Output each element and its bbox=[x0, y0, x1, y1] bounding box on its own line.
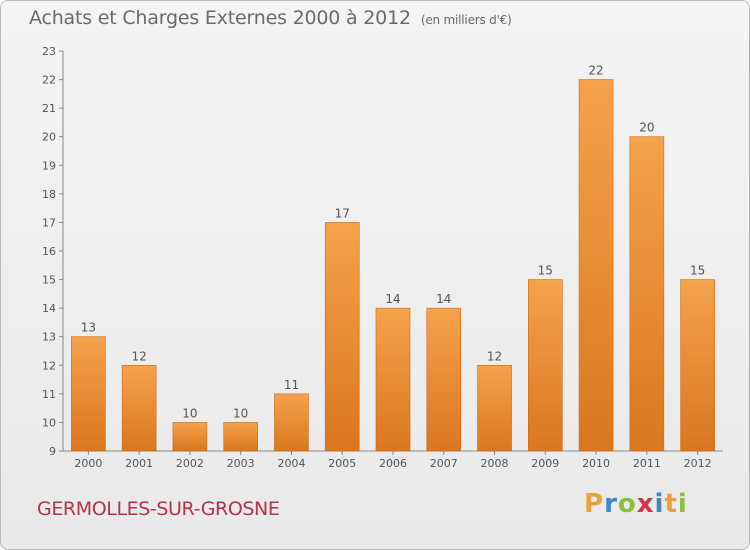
logo-letter: r bbox=[604, 489, 618, 519]
y-tick-label: 22 bbox=[42, 74, 56, 87]
data-label: 10 bbox=[233, 406, 248, 420]
bar-2010 bbox=[578, 79, 614, 452]
chart-title-text: Achats et Charges Externes 2000 à 2012 bbox=[29, 7, 411, 29]
bar-2007 bbox=[426, 307, 462, 452]
data-label: 17 bbox=[335, 206, 350, 220]
bars bbox=[71, 79, 715, 452]
data-label: 11 bbox=[284, 378, 299, 392]
data-label: 22 bbox=[588, 64, 603, 78]
bar-2011 bbox=[629, 136, 665, 452]
y-tick-label: 13 bbox=[42, 331, 56, 344]
y-tick-label: 10 bbox=[42, 416, 56, 429]
y-tick-label: 18 bbox=[42, 188, 56, 201]
y-tick-label: 21 bbox=[42, 102, 56, 115]
logo-letter: x bbox=[636, 489, 655, 519]
bar-2008 bbox=[477, 364, 512, 452]
data-label: 15 bbox=[690, 264, 705, 278]
data-label: 12 bbox=[132, 349, 147, 363]
bar-2006 bbox=[375, 307, 411, 452]
bar-2009 bbox=[528, 279, 563, 452]
data-label: 15 bbox=[538, 264, 553, 278]
x-tick-label: 2003 bbox=[227, 457, 255, 470]
y-tick-label: 19 bbox=[42, 159, 56, 172]
x-tick-label: 2005 bbox=[328, 457, 356, 470]
bar-2004 bbox=[274, 393, 309, 452]
x-tick-label: 2000 bbox=[74, 457, 102, 470]
data-label: 20 bbox=[639, 121, 654, 135]
data-label: 14 bbox=[385, 292, 400, 306]
y-tick-label: 11 bbox=[42, 388, 56, 401]
bar-2005 bbox=[324, 222, 360, 452]
x-tick-label: 2006 bbox=[379, 457, 407, 470]
x-tick-label: 2008 bbox=[481, 457, 509, 470]
chart-title: Achats et Charges Externes 2000 à 2012 (e… bbox=[29, 7, 512, 29]
bar-2002 bbox=[172, 422, 208, 452]
data-labels: 13 12 10 10 11 17 14 14 12 15 22 20 15 bbox=[81, 64, 706, 421]
bar-2001 bbox=[121, 364, 157, 452]
y-tick-label: 15 bbox=[42, 274, 56, 287]
x-tick-label: 2010 bbox=[582, 457, 610, 470]
logo-letter: i bbox=[677, 489, 688, 519]
y-tick-label: 17 bbox=[42, 216, 56, 229]
x-tick-label: 2011 bbox=[633, 457, 661, 470]
y-tick-label: 16 bbox=[42, 245, 56, 258]
logo-letter: i bbox=[654, 489, 665, 519]
proxiti-logo[interactable]: Proxiti bbox=[584, 489, 688, 519]
y-tick-label: 9 bbox=[49, 445, 56, 458]
bar-2012 bbox=[680, 279, 715, 452]
x-tick-label: 2007 bbox=[430, 457, 458, 470]
data-label: 13 bbox=[81, 321, 96, 335]
x-tick-label: 2009 bbox=[531, 457, 559, 470]
data-label: 12 bbox=[487, 349, 502, 363]
place-name: GERMOLLES-SUR-GROSNE bbox=[37, 498, 280, 520]
logo-letter: P bbox=[584, 489, 605, 519]
y-tick-label: 14 bbox=[42, 302, 56, 315]
y-tick-label: 12 bbox=[42, 359, 56, 372]
x-tick-label: 2002 bbox=[176, 457, 204, 470]
x-tick-label: 2012 bbox=[684, 457, 712, 470]
logo-letter: t bbox=[664, 489, 678, 519]
x-tick-label: 2004 bbox=[277, 457, 305, 470]
bar-2000 bbox=[71, 336, 106, 452]
data-label: 10 bbox=[182, 406, 197, 420]
logo-letter: o bbox=[617, 489, 637, 519]
chart-unit-label: (en milliers d'€) bbox=[420, 13, 512, 27]
bar-2003 bbox=[223, 422, 258, 452]
data-label: 14 bbox=[436, 292, 451, 306]
y-tick-label: 23 bbox=[42, 45, 56, 58]
x-tick-label: 2001 bbox=[125, 457, 153, 470]
y-tick-label: 20 bbox=[42, 131, 56, 144]
